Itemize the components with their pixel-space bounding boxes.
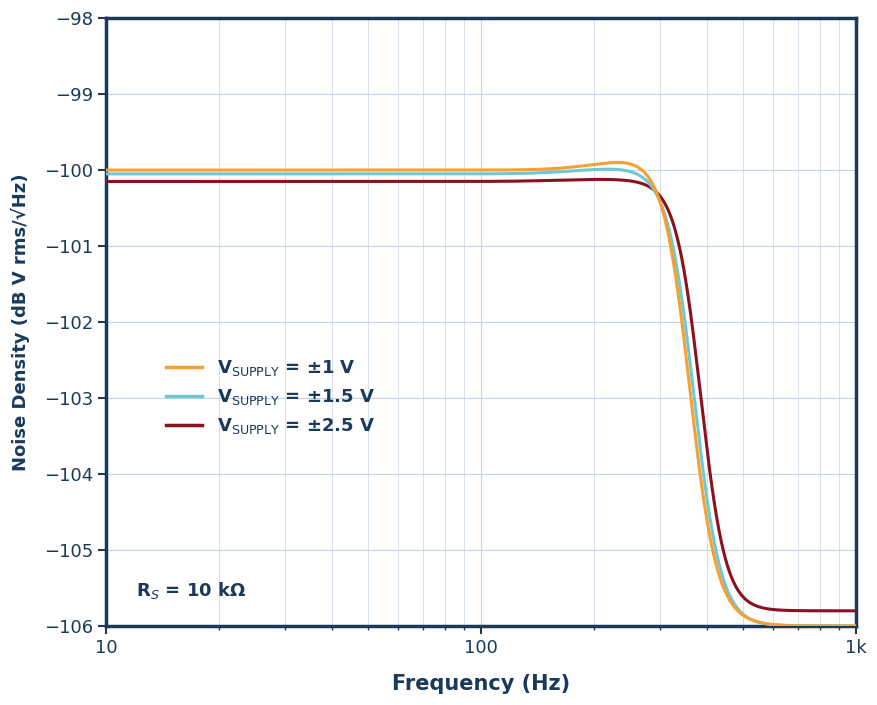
Text: R$_S$ = 10 kΩ: R$_S$ = 10 kΩ	[136, 580, 246, 601]
X-axis label: Frequency (Hz): Frequency (Hz)	[392, 674, 570, 694]
Y-axis label: Noise Density (dB V rms/√Hz): Noise Density (dB V rms/√Hz)	[11, 173, 30, 471]
Legend: V$_{\mathrm{SUPPLY}}$ = ±1 V, V$_{\mathrm{SUPPLY}}$ = ±1.5 V, V$_{\mathrm{SUPPLY: V$_{\mathrm{SUPPLY}}$ = ±1 V, V$_{\mathr…	[159, 351, 381, 443]
